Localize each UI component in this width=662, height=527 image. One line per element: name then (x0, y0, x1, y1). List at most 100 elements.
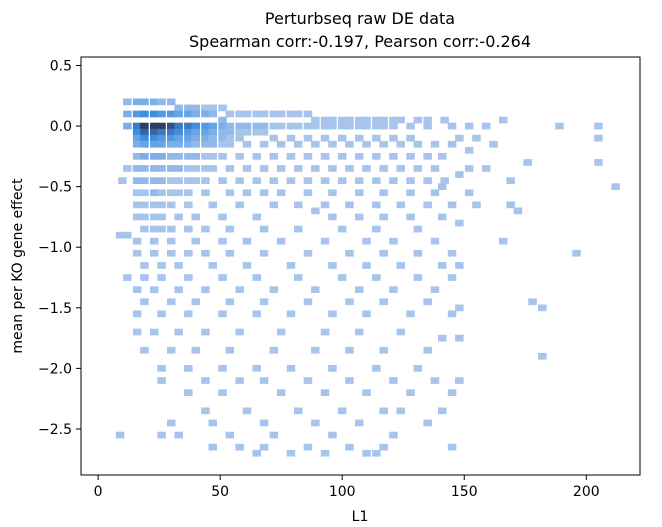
x-tick-label: 200 (573, 484, 600, 500)
heatmap-bin (355, 419, 364, 427)
heatmap-bin (235, 128, 244, 136)
heatmap-bin (157, 365, 166, 372)
heatmap-bin (157, 262, 166, 269)
heatmap-bin (132, 165, 142, 172)
heatmap-bin (328, 262, 337, 269)
heatmap-bin (174, 177, 183, 184)
heatmap-bin (276, 122, 286, 130)
heatmap-bin (235, 153, 244, 160)
y-tick-label: 0.0 (50, 119, 72, 135)
y-tick-label: −0.5 (38, 180, 72, 196)
heatmap-bin (167, 98, 176, 106)
heatmap-bin (328, 189, 337, 197)
heatmap-bin (362, 310, 371, 318)
heatmap-bin (438, 153, 447, 160)
heatmap-bin (167, 134, 176, 142)
heatmap-bin (286, 134, 296, 142)
heatmap-bin (123, 231, 132, 239)
heatmap-bin (225, 128, 235, 136)
heatmap-bin (294, 122, 303, 130)
heatmap-bin (379, 165, 388, 172)
heatmap-bin (259, 140, 269, 148)
heatmap-bin (355, 177, 364, 184)
heatmap-bin (150, 153, 159, 160)
heatmap-bin (379, 189, 388, 197)
heatmap-bin (269, 346, 279, 354)
heatmap-bin (201, 134, 210, 142)
heatmap-bin (115, 431, 125, 439)
heatmap-bin (286, 153, 296, 160)
heatmap-bin (355, 134, 364, 142)
heatmap-bin (140, 122, 149, 130)
heatmap-bin (523, 159, 532, 166)
heatmap-bin (406, 134, 415, 142)
heatmap-bin (259, 377, 269, 384)
heatmap-bin (447, 443, 457, 451)
heatmap-bin (379, 346, 388, 354)
heatmap-bin (174, 122, 183, 130)
heatmap-bin (218, 237, 227, 245)
heatmap-bin (208, 165, 217, 172)
heatmap-bin (157, 225, 166, 233)
heatmap-bin (269, 153, 279, 160)
heatmap-bin (225, 298, 235, 306)
heatmap-bin (252, 365, 261, 372)
heatmap-bin (242, 262, 252, 269)
heatmap-bin (184, 177, 193, 184)
heatmap-bin (140, 225, 149, 233)
heatmap-bin (184, 128, 193, 136)
heatmap-bin (174, 431, 183, 439)
heatmap-bin (355, 286, 364, 293)
heatmap-bin (167, 189, 176, 197)
heatmap-bin (140, 128, 149, 136)
heatmap-bin (396, 328, 405, 336)
heatmap-bin (150, 165, 159, 172)
heatmap-bin (225, 225, 235, 233)
heatmap-bin (208, 419, 217, 427)
heatmap-bin (150, 128, 159, 136)
heatmap-bin (201, 104, 210, 112)
heatmap-bin (294, 274, 303, 281)
heatmap-bin (345, 443, 354, 451)
heatmap-bin (218, 140, 227, 148)
heatmap-bin (506, 201, 515, 209)
heatmap-bin (225, 140, 235, 148)
heatmap-bin (406, 153, 415, 160)
heatmap-bin (294, 140, 303, 148)
heatmap-bin (413, 249, 423, 257)
heatmap-bin (594, 134, 603, 142)
heatmap-bin (345, 298, 354, 306)
heatmap-bin (355, 328, 364, 336)
heatmap-bin (225, 249, 235, 257)
heatmap-bin (225, 165, 235, 172)
heatmap-bin (311, 207, 320, 215)
heatmap-bin (269, 177, 279, 184)
heatmap-bin (201, 128, 210, 136)
heatmap-bin (201, 122, 210, 130)
heatmap-bin (191, 346, 200, 354)
heatmap-bin (191, 177, 200, 184)
heatmap-bin (167, 110, 176, 118)
heatmap-bin (252, 274, 261, 281)
heatmap-bin (362, 122, 371, 130)
heatmap-bin (362, 237, 371, 245)
heatmap-bin (123, 122, 132, 130)
heatmap-bin (167, 128, 176, 136)
heatmap-bin (132, 177, 142, 184)
heatmap-bin (150, 213, 159, 221)
heatmap-bin (252, 153, 261, 160)
heatmap-bin (191, 165, 200, 172)
heatmap-bin (150, 134, 159, 142)
heatmap-bin (455, 304, 464, 312)
heatmap-bin (430, 189, 440, 197)
heatmap-bin (538, 352, 547, 360)
heatmap-bin (489, 140, 498, 148)
heatmap-bin (150, 201, 159, 209)
heatmap-bin (259, 249, 269, 257)
heatmap-bin (174, 165, 183, 172)
heatmap-bin (311, 419, 320, 427)
heatmap-bin (191, 110, 200, 118)
heatmap-bin (184, 122, 193, 130)
heatmap-bin (140, 177, 149, 184)
